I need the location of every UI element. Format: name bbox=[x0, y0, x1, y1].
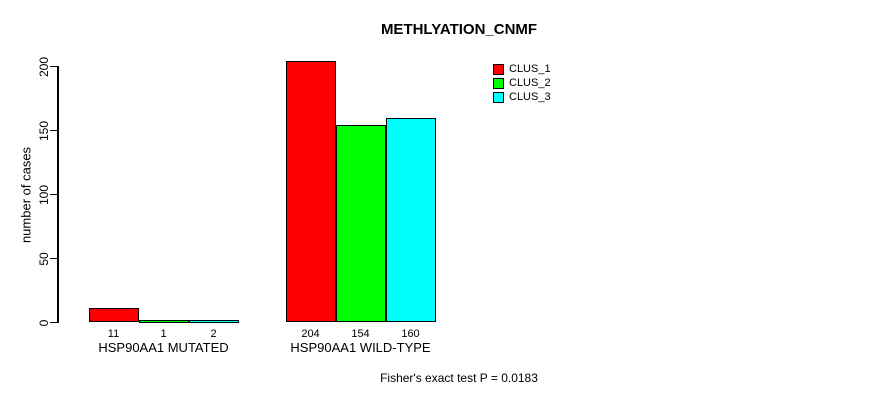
x-axis-group-label: HSP90AA1 WILD-TYPE bbox=[290, 340, 431, 355]
fisher-test-annotation: Fisher's exact test P = 0.0183 bbox=[380, 371, 538, 385]
bar-clus_2-group2 bbox=[335, 125, 386, 323]
bar-value-label: 2 bbox=[210, 328, 217, 340]
y-axis-tick-label: 100 bbox=[37, 184, 51, 205]
bar-value-label: 154 bbox=[351, 328, 370, 340]
y-axis-tick-label: 200 bbox=[37, 56, 51, 77]
legend-label: CLUS_1 bbox=[509, 63, 551, 75]
legend-label: CLUS_2 bbox=[509, 77, 551, 89]
legend-label: CLUS_3 bbox=[509, 91, 551, 103]
y-axis-tick-label: 50 bbox=[37, 251, 51, 266]
legend-row: CLUS_1 bbox=[493, 62, 551, 76]
y-axis-line bbox=[57, 65, 59, 324]
y-axis-tick-label: 0 bbox=[37, 319, 51, 326]
y-axis-label: number of cases bbox=[18, 146, 34, 244]
bar-value-label: 204 bbox=[301, 328, 320, 340]
y-axis-tick bbox=[50, 321, 57, 324]
legend-swatch-clus_3 bbox=[493, 91, 504, 103]
chart-title: METHLYATION_CNMF bbox=[380, 21, 538, 38]
bar-clus_1-group2 bbox=[285, 61, 336, 323]
legend: CLUS_1 CLUS_2 CLUS_3 bbox=[493, 62, 551, 104]
y-axis-tick-label: 150 bbox=[37, 120, 51, 141]
bar-value-label: 11 bbox=[107, 328, 120, 340]
bar-value-label: 160 bbox=[401, 328, 420, 340]
y-axis-tick bbox=[50, 193, 57, 196]
bar-clus_1-group1 bbox=[88, 308, 139, 323]
bar-clus_2-group1 bbox=[138, 319, 189, 323]
legend-swatch-clus_1 bbox=[493, 63, 504, 75]
y-axis-tick bbox=[50, 129, 57, 132]
legend-row: CLUS_3 bbox=[493, 90, 551, 104]
y-axis-tick bbox=[50, 65, 57, 68]
bar-value-label: 1 bbox=[160, 328, 167, 340]
legend-swatch-clus_2 bbox=[493, 77, 504, 89]
y-axis-tick bbox=[50, 257, 57, 260]
legend-row: CLUS_2 bbox=[493, 76, 551, 90]
bar-clus_3-group2 bbox=[385, 117, 436, 323]
x-axis-group-label: HSP90AA1 MUTATED bbox=[98, 340, 229, 355]
bar-clus_3-group1 bbox=[188, 319, 239, 323]
